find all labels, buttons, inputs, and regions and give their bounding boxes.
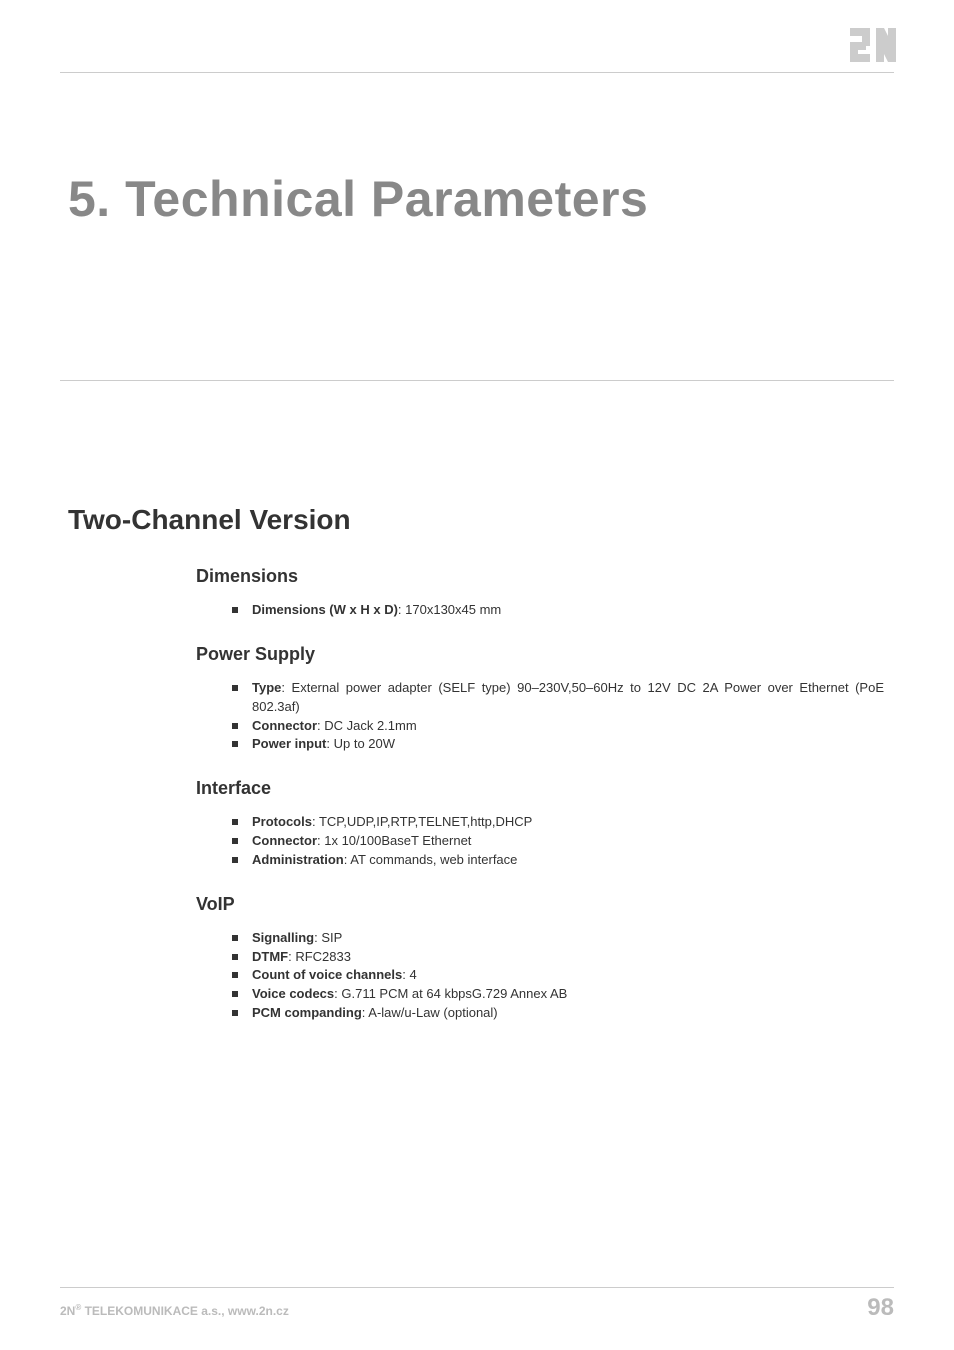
list-item: Voice codecs: G.711 PCM at 64 kbpsG.729 …	[230, 985, 884, 1004]
spec-value: : 170x130x45 mm	[398, 602, 501, 617]
spec-label: Voice codecs	[252, 986, 334, 1001]
spec-label: Dimensions (W x H x D)	[252, 602, 398, 617]
page: 5. Technical Parameters Two-Channel Vers…	[0, 0, 954, 1350]
page-title: 5. Technical Parameters	[68, 170, 648, 228]
spec-value: : TCP,UDP,IP,RTP,TELNET,http,DHCP	[312, 814, 532, 829]
spec-list-dimensions: Dimensions (W x H x D): 170x130x45 mm	[230, 601, 884, 620]
spec-list-voip: Signalling: SIP DTMF: RFC2833 Count of v…	[230, 929, 884, 1023]
subsection-title-voip: VoIP	[196, 894, 894, 915]
subsection-title-dimensions: Dimensions	[196, 566, 894, 587]
list-item: Signalling: SIP	[230, 929, 884, 948]
list-item: Power input: Up to 20W	[230, 735, 884, 754]
spec-list-interface: Protocols: TCP,UDP,IP,RTP,TELNET,http,DH…	[230, 813, 884, 870]
spec-list-power: Type: External power adapter (SELF type)…	[230, 679, 884, 754]
subsection-title-power: Power Supply	[196, 644, 894, 665]
list-item: DTMF: RFC2833	[230, 948, 884, 967]
list-item: Protocols: TCP,UDP,IP,RTP,TELNET,http,DH…	[230, 813, 884, 832]
spec-label: Connector	[252, 718, 317, 733]
spec-value: : AT commands, web interface	[344, 852, 518, 867]
subsection-title-interface: Interface	[196, 778, 894, 799]
list-item: Connector: 1x 10/100BaseT Ethernet	[230, 832, 884, 851]
spec-label: Signalling	[252, 930, 314, 945]
list-item: Administration: AT commands, web interfa…	[230, 851, 884, 870]
spec-value: : Up to 20W	[326, 736, 395, 751]
spec-label: Administration	[252, 852, 344, 867]
footer-rest: TELEKOMUNIKACE a.s., www.2n.cz	[81, 1304, 289, 1318]
rule-mid	[60, 380, 894, 381]
spec-value: : 4	[402, 967, 416, 982]
2n-logo-icon	[850, 28, 898, 64]
page-number: 98	[867, 1294, 894, 1322]
footer-prefix: 2N	[60, 1304, 75, 1318]
footer: 2N® TELEKOMUNIKACE a.s., www.2n.cz 98	[60, 1294, 894, 1322]
spec-label: DTMF	[252, 949, 288, 964]
list-item: Type: External power adapter (SELF type)…	[230, 679, 884, 717]
list-item: PCM companding: A-law/u-Law (optional)	[230, 1004, 884, 1023]
spec-label: Protocols	[252, 814, 312, 829]
spec-value: : G.711 PCM at 64 kbpsG.729 Annex AB	[334, 986, 567, 1001]
spec-value: : SIP	[314, 930, 342, 945]
brand-logo	[850, 28, 898, 64]
spec-label: Power input	[252, 736, 326, 751]
spec-label: Connector	[252, 833, 317, 848]
spec-value: : A-law/u-Law (optional)	[362, 1005, 498, 1020]
spec-label: PCM companding	[252, 1005, 362, 1020]
rule-top	[60, 72, 894, 73]
spec-value: : External power adapter (SELF type) 90–…	[252, 680, 884, 714]
spec-label: Type	[252, 680, 281, 695]
footer-company: 2N® TELEKOMUNIKACE a.s., www.2n.cz	[60, 1303, 289, 1318]
list-item: Dimensions (W x H x D): 170x130x45 mm	[230, 601, 884, 620]
rule-bottom	[60, 1287, 894, 1288]
section-heading: Two-Channel Version	[68, 504, 894, 536]
spec-value: : 1x 10/100BaseT Ethernet	[317, 833, 471, 848]
spec-value: : RFC2833	[288, 949, 351, 964]
list-item: Count of voice channels: 4	[230, 966, 884, 985]
list-item: Connector: DC Jack 2.1mm	[230, 717, 884, 736]
spec-label: Count of voice channels	[252, 967, 402, 982]
content: Two-Channel Version Dimensions Dimension…	[68, 504, 894, 1023]
spec-value: : DC Jack 2.1mm	[317, 718, 417, 733]
